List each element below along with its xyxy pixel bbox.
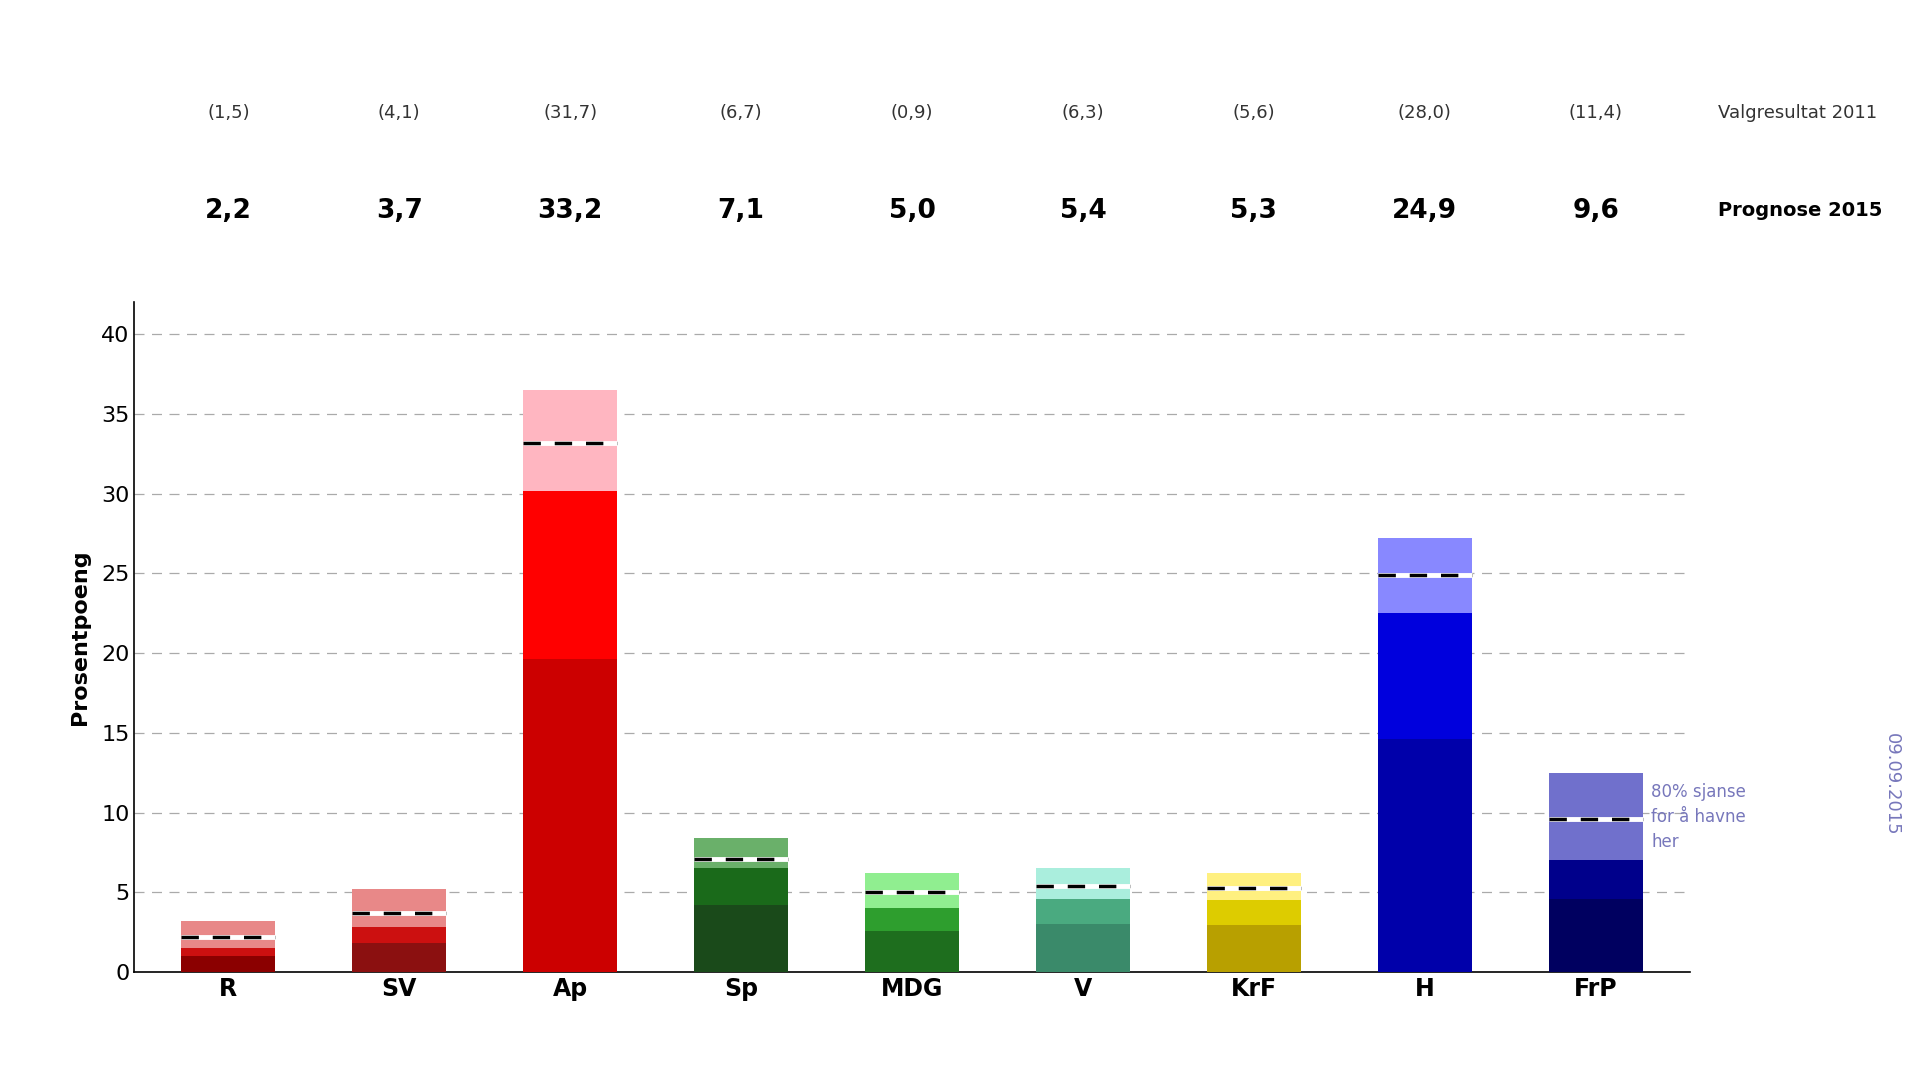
Text: (6,7): (6,7) (720, 105, 762, 122)
Bar (1037, 924, 1129, 972)
Bar (1037, 868, 1129, 899)
Bar (1208, 873, 1302, 901)
Bar (866, 931, 958, 972)
Text: 5,4: 5,4 (1060, 198, 1106, 224)
Text: (4,1): (4,1) (378, 105, 420, 122)
Text: Valgresultat 2011: Valgresultat 2011 (1718, 105, 1878, 122)
Text: 33,2: 33,2 (538, 198, 603, 224)
Bar (1208, 901, 1302, 926)
Text: (6,3): (6,3) (1062, 105, 1104, 122)
Text: (31,7): (31,7) (543, 105, 597, 122)
Bar (866, 873, 958, 908)
Bar (1379, 538, 1473, 613)
Text: 5,0: 5,0 (889, 198, 935, 224)
Text: (5,6): (5,6) (1233, 105, 1275, 122)
Bar (1549, 772, 1644, 861)
Bar (351, 943, 445, 972)
Bar (1208, 926, 1302, 972)
Text: (28,0): (28,0) (1398, 105, 1452, 122)
Text: 24,9: 24,9 (1392, 198, 1457, 224)
Bar (866, 908, 958, 931)
Bar (1549, 861, 1644, 900)
Bar (351, 928, 445, 943)
Bar (180, 921, 275, 948)
Bar (180, 957, 275, 972)
Bar (1549, 900, 1644, 972)
Bar (522, 390, 616, 490)
Bar (522, 490, 616, 659)
Bar (351, 889, 445, 928)
Bar (522, 659, 616, 972)
Text: Prognose 2015: Prognose 2015 (1718, 201, 1884, 220)
Text: 7,1: 7,1 (718, 198, 764, 224)
Text: (1,5): (1,5) (207, 105, 250, 122)
Text: 9,6: 9,6 (1572, 198, 1619, 224)
Bar (695, 905, 787, 972)
Bar (1379, 739, 1473, 972)
Y-axis label: Prosentpoeng: Prosentpoeng (69, 550, 90, 725)
Bar (1037, 899, 1129, 924)
Bar (1379, 613, 1473, 739)
Text: (0,9): (0,9) (891, 105, 933, 122)
Text: 2,2: 2,2 (205, 198, 252, 224)
Text: 09.09.2015: 09.09.2015 (1884, 733, 1901, 836)
Text: (11,4): (11,4) (1569, 105, 1622, 122)
Text: 3,7: 3,7 (376, 198, 422, 224)
Bar (180, 948, 275, 957)
Bar (695, 838, 787, 868)
Text: 5,3: 5,3 (1231, 198, 1277, 224)
Text: 80% sjanse
for å havne
her: 80% sjanse for å havne her (1651, 783, 1745, 851)
Bar (695, 868, 787, 905)
